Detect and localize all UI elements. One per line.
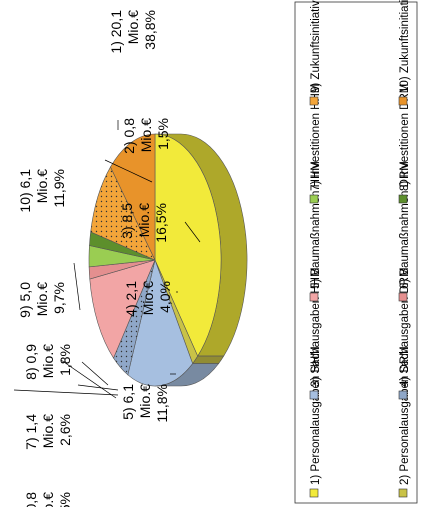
slice-label-line: 1,5% xyxy=(155,118,171,150)
legend-swatch-6 xyxy=(398,292,408,302)
slice-labels: 1) 20,1 Mio.€ 38,8%2) 0,8 Mio.€ 1,5%3) 8,5 Mi… xyxy=(13,10,201,507)
legend-swatch-2 xyxy=(398,488,408,498)
slice-label-8: 8) 0,9 Mio.€ 1,8% xyxy=(23,344,73,380)
slice-label-1: 1) 20,1 Mio.€ 38,8% xyxy=(108,10,158,54)
leader-line-6 xyxy=(13,389,119,396)
slice-texture-9 xyxy=(90,166,155,260)
legend-swatch-8 xyxy=(398,194,408,204)
slice-label-line: 4) 2,1 xyxy=(123,281,139,317)
leader-line-7 xyxy=(77,384,119,391)
slice-label-line: 1) 20,1 xyxy=(108,10,124,54)
legend-swatch-7 xyxy=(309,194,319,204)
legend-swatch-4 xyxy=(398,390,408,400)
slice-label-line: 38,8% xyxy=(142,10,158,50)
slice-label-3: 3) 8,5 Mio.€ 16,5% xyxy=(119,203,169,243)
legend-label-8: 8) Investitionen DRM xyxy=(399,84,411,191)
legend-swatch-1 xyxy=(309,488,319,498)
slice-10 xyxy=(110,133,156,261)
legend-swatch-5 xyxy=(309,292,319,302)
slice-label-10: 10) 6,1 Mio.€ 11,9% xyxy=(17,169,67,213)
slice-label-line: 4,0% xyxy=(157,281,173,313)
slice-label-line: 6) 0,8 xyxy=(23,492,39,507)
leader-line-9 xyxy=(81,361,109,386)
slice-3 xyxy=(127,258,193,387)
slice-label-9: 9) 5,0 Mio.€ 9,7% xyxy=(17,282,67,318)
legend-label-5: 5) Baumaßnahmen HHM xyxy=(310,161,322,289)
slice-label-line: 16,5% xyxy=(153,203,169,243)
legend-swatch-9 xyxy=(309,96,319,106)
legend-label-7: 7) Investitionen HHM xyxy=(310,84,322,191)
slice-label-line: 8) 0,9 xyxy=(23,344,39,380)
legend-label-2: 2) Personalausgaben DRM xyxy=(399,346,411,485)
slice-5 xyxy=(89,259,156,359)
slice-label-line: 2,6% xyxy=(57,414,73,446)
legend-label-10: 10) Zukunftsinitiative DRM xyxy=(399,0,411,93)
leader-line-10 xyxy=(73,262,81,311)
slice-label-line: 1,5% xyxy=(57,492,73,507)
slice-label-5: 5) 6,1 Mio.€ 11,8% xyxy=(120,384,170,423)
legend-swatch-3 xyxy=(309,390,319,400)
slice-label-line: 10) 6,1 xyxy=(17,169,33,213)
slice-label-line: 9) 5,0 xyxy=(17,282,33,318)
slice-label-line: Mio.€ xyxy=(34,169,50,203)
legend-frame xyxy=(294,1,418,504)
slice-label-2: 2) 0,8 Mio.€ 1,5% xyxy=(121,118,171,154)
slice-label-line: Mio.€ xyxy=(40,344,56,378)
legend-swatch-10 xyxy=(398,96,408,106)
slice-label-line: 11,9% xyxy=(51,169,67,208)
slice-label-line: 11,8% xyxy=(154,384,170,423)
slice-label-line: 3) 8,5 xyxy=(119,203,135,239)
legend-label-1: 1) Personalausgaben HHM xyxy=(310,346,322,485)
slice-label-4: 4) 2,1 Mio.€ 4,0% xyxy=(123,281,173,317)
slice-label-line: Mio.€ xyxy=(40,492,56,507)
slice-label-line: Mio.€ xyxy=(138,118,154,152)
slice-label-line: 2) 0,8 xyxy=(121,118,137,154)
leader-line-3 xyxy=(184,221,201,243)
slice-label-line: Mio.€ xyxy=(34,282,50,316)
slice-label-line: 9,7% xyxy=(51,282,67,314)
slice-label-line: 5) 6,1 xyxy=(120,384,136,420)
slice-texture-4 xyxy=(113,260,155,375)
slice-label-line: Mio.€ xyxy=(137,384,153,418)
legend-label-9: 9) Zukunftsinitiative HHM xyxy=(310,0,322,93)
slice-1 xyxy=(154,133,222,357)
slice-label-line: Mio.€ xyxy=(140,281,156,315)
slice-label-line: 7) 1,4 xyxy=(23,414,39,450)
leader-line-8 xyxy=(60,359,117,399)
slice-label-line: Mio.€ xyxy=(125,10,141,44)
legend-label-6: 6) Baumaßnahmen DRM xyxy=(399,161,411,289)
leader-line-2 xyxy=(104,159,153,183)
slice-label-line: 1,8% xyxy=(57,344,73,376)
slice-label-7: 7) 1,4 Mio.€ 2,6% xyxy=(23,414,73,450)
slice-label-line: Mio.€ xyxy=(136,203,152,237)
slice-label-line: Mio.€ xyxy=(40,414,56,448)
pie xyxy=(88,133,248,387)
